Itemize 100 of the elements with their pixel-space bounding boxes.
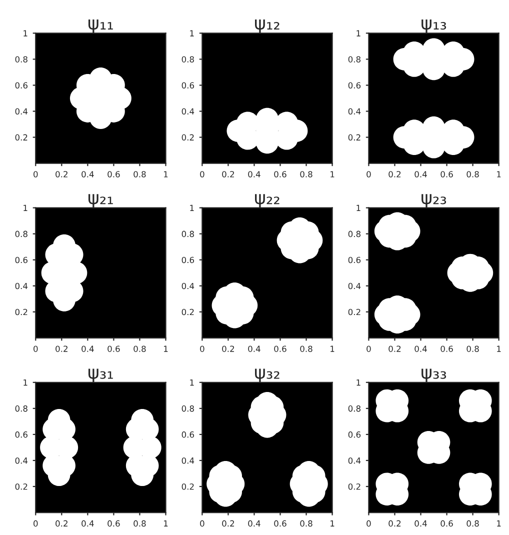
x-tick-label: 0.8: [466, 171, 479, 178]
y-tick-label: 0.8: [15, 230, 28, 238]
chart-title: ψ₃₁: [88, 368, 113, 382]
y-tick-label: 0.4: [15, 457, 28, 464]
y-tick-label: 1: [24, 30, 28, 36]
x-tick-label: 0.4: [248, 520, 260, 527]
y-tick-label: 0.6: [15, 256, 28, 264]
y-tick-label: 0.4: [348, 457, 361, 464]
y-tick-label: 0.2: [15, 308, 28, 316]
x-tick-label: 0.2: [222, 171, 234, 178]
x-tick-label: 0: [200, 171, 204, 178]
y-tick-label: 0.4: [182, 282, 194, 290]
y-tick-label: 0.2: [348, 308, 360, 316]
x-tick-label: 1: [164, 520, 168, 526]
x-tick-label: 0.4: [82, 520, 94, 527]
x-tick-label: 0.6: [274, 346, 286, 352]
x-tick-label: 0.6: [274, 520, 286, 527]
x-tick-label: 1: [330, 520, 334, 526]
x-tick-label: 0: [366, 171, 371, 178]
y-tick-label: 0.2: [348, 134, 360, 141]
y-tick-label: 0.2: [15, 134, 28, 141]
y-tick-label: 1: [190, 204, 194, 211]
x-tick-label: 0.8: [300, 171, 312, 178]
x-tick-label: 1: [164, 171, 168, 178]
y-tick-label: 0.6: [182, 256, 194, 264]
x-tick-label: 0.6: [440, 171, 453, 178]
x-tick-label: 0.6: [440, 346, 453, 352]
chart-title: ψ₃₂: [255, 368, 280, 382]
x-tick-label: 0: [34, 171, 38, 178]
x-tick-label: 0.2: [388, 171, 401, 178]
chart-title: ψ₂₁: [88, 194, 113, 208]
x-tick-label: 0.8: [134, 171, 146, 178]
x-tick-label: 0.4: [248, 346, 260, 352]
x-tick-label: 0.6: [108, 520, 120, 527]
y-tick-label: 0.6: [182, 82, 194, 89]
x-tick-label: 0.8: [134, 520, 146, 527]
y-tick-label: 0.6: [15, 82, 28, 89]
y-tick-label: 0.4: [15, 108, 28, 115]
x-tick-label: 0.4: [414, 520, 427, 527]
chart-title: ψ₁₁: [88, 20, 113, 34]
y-tick-label: 1: [24, 379, 28, 386]
x-tick-label: 0: [200, 520, 204, 527]
x-tick-label: 1: [497, 171, 501, 178]
y-tick-label: 0.2: [348, 483, 360, 490]
y-tick-label: 1: [24, 204, 28, 211]
y-tick-label: 0.4: [15, 282, 28, 290]
y-tick-label: 1: [190, 30, 194, 36]
x-tick-label: 0.4: [248, 171, 260, 178]
y-tick-label: 0.8: [348, 405, 360, 412]
y-tick-label: 0.6: [348, 431, 361, 438]
x-tick-label: 1: [497, 520, 501, 526]
y-tick-label: 0.6: [348, 82, 361, 89]
y-tick-label: 0.2: [182, 483, 194, 490]
x-tick-label: 0.4: [82, 346, 94, 352]
chart-title: ψ₁₃: [422, 20, 446, 34]
y-tick-label: 0.6: [182, 431, 194, 438]
chart-title: ψ₁₂: [255, 20, 280, 34]
x-tick-label: 0.8: [300, 346, 312, 352]
x-tick-label: 0: [366, 520, 371, 527]
chart-title: ψ₂₃: [422, 194, 446, 208]
y-tick-label: 0.4: [348, 108, 361, 115]
y-tick-label: 0.4: [182, 457, 194, 464]
y-tick-label: 1: [356, 204, 360, 211]
x-tick-label: 0.6: [108, 171, 120, 178]
x-tick-label: 0.8: [300, 520, 312, 527]
y-tick-label: 0.4: [182, 108, 194, 115]
x-tick-label: 1: [330, 171, 334, 178]
y-tick-label: 0.8: [182, 405, 194, 412]
x-tick-label: 0.4: [414, 346, 427, 352]
x-tick-label: 0.4: [82, 171, 94, 178]
y-tick-label: 0.2: [15, 483, 28, 490]
y-tick-label: 0.4: [348, 282, 361, 290]
y-tick-label: 0.8: [15, 405, 28, 412]
x-tick-label: 0.8: [134, 346, 146, 352]
x-tick-label: 0.2: [388, 520, 401, 527]
x-tick-label: 0.4: [414, 171, 427, 178]
chart-title: ψ₃₃: [422, 368, 446, 382]
y-tick-label: 1: [190, 379, 194, 386]
x-tick-label: 0.2: [56, 520, 68, 527]
y-tick-label: 0.8: [348, 56, 360, 62]
x-tick-label: 0: [200, 346, 204, 352]
x-tick-label: 0.2: [388, 346, 401, 352]
x-tick-label: 0.2: [56, 346, 68, 352]
x-tick-label: 0.8: [466, 520, 479, 527]
x-tick-label: 0.6: [274, 171, 286, 178]
x-tick-label: 0.2: [56, 171, 68, 178]
y-tick-label: 0.2: [182, 308, 194, 316]
y-tick-label: 0.8: [182, 56, 194, 62]
y-tick-label: 0.2: [182, 134, 194, 141]
x-tick-label: 0.6: [108, 346, 120, 352]
x-tick-label: 0.8: [466, 346, 479, 352]
x-tick-label: 1: [330, 346, 334, 352]
x-tick-label: 0.6: [440, 520, 453, 527]
x-tick-label: 0: [34, 346, 38, 352]
x-tick-label: 0.2: [222, 346, 234, 352]
x-tick-label: 1: [497, 346, 501, 352]
x-tick-label: 0: [366, 346, 371, 352]
y-tick-label: 0.6: [348, 256, 361, 264]
y-tick-label: 0.8: [15, 56, 28, 62]
y-tick-label: 0.8: [182, 230, 194, 238]
